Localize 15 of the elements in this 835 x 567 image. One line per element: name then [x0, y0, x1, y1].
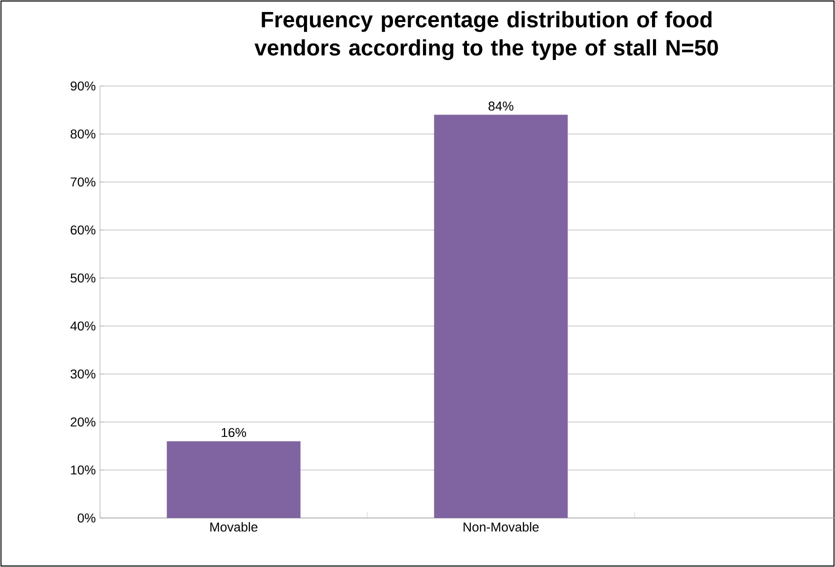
y-tick-label: 50% — [70, 273, 96, 283]
y-tick-label: 10% — [71, 465, 96, 475]
data-label: 16% — [222, 428, 246, 438]
data-label: 84% — [488, 102, 514, 111]
y-tick-label: 40% — [70, 321, 96, 331]
y-tick-label: 80% — [70, 129, 96, 139]
y-tick-label: 90% — [70, 81, 96, 91]
chart-title: Frequency percentage distribution of food vendors according to the type of stall N=50 — [254, 11, 718, 60]
y-tick-label: 20% — [70, 417, 96, 427]
y-tick-label: 60% — [70, 225, 96, 235]
y-tick-label: 70% — [70, 177, 96, 187]
y-tick-label: 30% — [70, 369, 96, 379]
x-tick-label: Non-Movable — [464, 522, 539, 532]
x-tick-label: Movable — [210, 522, 258, 532]
y-tick-label: 0% — [78, 513, 96, 523]
